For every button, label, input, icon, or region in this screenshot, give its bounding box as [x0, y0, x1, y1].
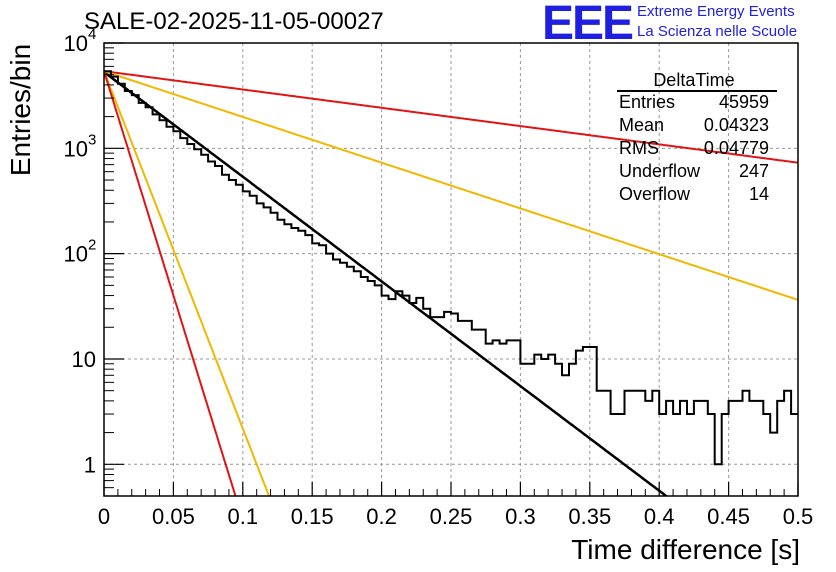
curve-fit — [104, 71, 669, 496]
stats-key: Entries — [619, 92, 676, 112]
y-tick-label: 10 — [64, 31, 88, 56]
stats-box: DeltaTime Entries 45959 Mean 0.04323 RMS… — [609, 68, 779, 208]
stats-key: RMS — [619, 138, 659, 158]
stats-key: Overflow — [619, 184, 691, 204]
stats-value: 14 — [748, 184, 769, 204]
x-tick-label: 0.3 — [505, 504, 536, 529]
stats-row-entries: Entries 45959 — [619, 92, 769, 114]
stats-row-underflow: Underflow 247 — [619, 161, 769, 183]
x-tick-label: 0.15 — [291, 504, 334, 529]
histogram-steps — [104, 70, 798, 466]
stats-row-overflow: Overflow 14 — [619, 184, 769, 206]
eee-logo: EEE — [542, 0, 634, 50]
stats-value: 247 — [738, 161, 769, 181]
x-tick-label: 0.2 — [366, 504, 397, 529]
x-tick-label: 0.05 — [152, 504, 195, 529]
x-tick-label: 0.35 — [568, 504, 611, 529]
x-tick-label: 0 — [98, 504, 110, 529]
logo-subtitle-2: La Scienza nelle Scuole — [637, 23, 798, 40]
stats-key: Underflow — [619, 161, 701, 181]
x-axis-label: Time difference [s] — [571, 534, 800, 565]
stats-row-rms: RMS 0.04779 — [619, 138, 769, 160]
y-tick-label: 10 — [64, 136, 88, 161]
stats-key: Mean — [619, 115, 665, 135]
curve-red-slow — [104, 70, 798, 164]
logo-subtitle-1: Extreme Energy Events — [637, 3, 795, 20]
y-tick-exponent: 3 — [88, 131, 96, 148]
y-tick-exponent: 2 — [88, 237, 96, 254]
x-tick-label: 0.4 — [644, 504, 675, 529]
y-tick-exponent: 4 — [88, 26, 96, 43]
stats-value: 0.04779 — [703, 138, 769, 158]
curve-yellow-fast — [104, 70, 271, 496]
y-tick-label: 10 — [72, 347, 96, 372]
y-axis-label-box: Entries/bin — [4, 40, 38, 180]
stats-value: 0.04323 — [703, 115, 769, 135]
x-tick-label: 0.45 — [707, 504, 750, 529]
stats-title: DeltaTime — [653, 70, 735, 90]
stats-row-mean: Mean 0.04323 — [619, 115, 769, 137]
y-tick-label: 1 — [84, 452, 96, 477]
stats-value: 45959 — [718, 92, 769, 112]
x-tick-label: 0.1 — [228, 504, 259, 529]
chart-title: SALE-02-2025-11-05-00027 — [84, 8, 384, 35]
curve-yellow-slow — [104, 70, 798, 301]
stats-divider — [617, 90, 777, 92]
y-axis-label: Entries/bin — [5, 43, 36, 177]
x-tick-label: 0.25 — [430, 504, 473, 529]
y-tick-label: 10 — [64, 242, 88, 267]
x-tick-label: 0.5 — [783, 504, 814, 529]
curve-red-fast — [104, 70, 237, 496]
